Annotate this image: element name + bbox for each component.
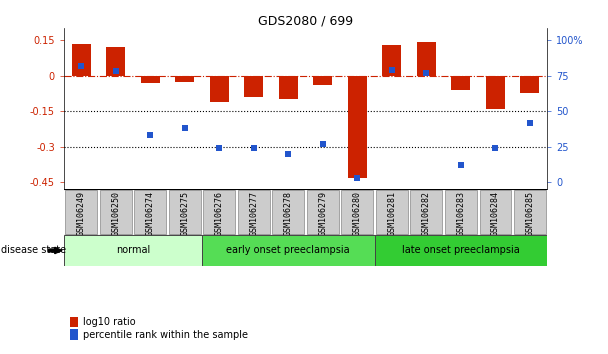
Point xyxy=(76,63,86,69)
Bar xyxy=(375,235,547,266)
Bar xyxy=(272,190,304,234)
Point xyxy=(525,120,535,125)
Point xyxy=(283,151,293,157)
Point xyxy=(353,175,362,181)
Title: GDS2080 / 699: GDS2080 / 699 xyxy=(258,14,353,27)
Bar xyxy=(140,76,160,83)
Text: normal: normal xyxy=(116,245,150,256)
Text: percentile rank within the sample: percentile rank within the sample xyxy=(83,330,247,339)
Bar xyxy=(376,190,408,234)
Text: GSM106284: GSM106284 xyxy=(491,191,500,236)
Bar xyxy=(65,190,97,234)
Bar xyxy=(72,44,91,76)
Text: GSM106274: GSM106274 xyxy=(146,191,154,236)
Text: early onset preeclampsia: early onset preeclampsia xyxy=(226,245,350,256)
Bar xyxy=(342,190,373,234)
Bar xyxy=(100,190,131,234)
Point xyxy=(145,132,155,138)
Text: GSM106250: GSM106250 xyxy=(111,191,120,236)
Bar xyxy=(307,190,339,234)
Bar xyxy=(520,76,539,93)
Text: GSM106249: GSM106249 xyxy=(77,191,86,236)
Text: GSM106276: GSM106276 xyxy=(215,191,224,236)
Bar xyxy=(278,76,298,99)
Text: late onset preeclampsia: late onset preeclampsia xyxy=(402,245,520,256)
Text: GSM106285: GSM106285 xyxy=(525,191,534,236)
Bar xyxy=(175,76,194,82)
Point xyxy=(180,125,190,131)
Bar xyxy=(202,235,375,266)
Bar xyxy=(445,190,477,234)
Text: GSM106279: GSM106279 xyxy=(318,191,327,236)
Bar xyxy=(210,76,229,102)
Point xyxy=(421,70,431,76)
Bar xyxy=(382,45,401,76)
Bar xyxy=(514,190,546,234)
Bar xyxy=(64,235,202,266)
Bar xyxy=(238,190,269,234)
Text: GSM106280: GSM106280 xyxy=(353,191,362,236)
Point xyxy=(456,162,466,168)
Text: disease state: disease state xyxy=(1,245,66,256)
Point xyxy=(318,141,328,147)
Bar xyxy=(480,190,511,234)
Point xyxy=(215,145,224,151)
Point xyxy=(111,69,120,74)
Point xyxy=(491,145,500,151)
Text: GSM106281: GSM106281 xyxy=(387,191,396,236)
Point xyxy=(249,145,258,151)
Bar xyxy=(244,76,263,97)
Bar xyxy=(451,76,471,90)
Text: GSM106277: GSM106277 xyxy=(249,191,258,236)
Bar xyxy=(486,76,505,109)
Bar xyxy=(203,190,235,234)
Text: GSM106283: GSM106283 xyxy=(457,191,465,236)
Text: GSM106275: GSM106275 xyxy=(180,191,189,236)
Bar xyxy=(348,76,367,178)
Bar xyxy=(410,190,442,234)
Bar xyxy=(134,190,166,234)
Text: GSM106282: GSM106282 xyxy=(422,191,431,236)
Text: GSM106278: GSM106278 xyxy=(284,191,293,236)
Bar xyxy=(106,47,125,76)
Bar xyxy=(313,76,333,85)
Text: log10 ratio: log10 ratio xyxy=(83,317,136,327)
Bar xyxy=(417,42,436,76)
Point xyxy=(387,67,396,73)
Bar xyxy=(169,190,201,234)
